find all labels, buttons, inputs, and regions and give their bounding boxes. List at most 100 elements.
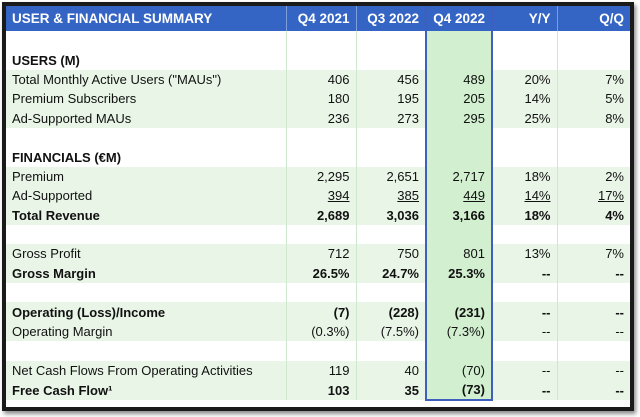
table-cell [557, 50, 630, 70]
table-cell: 2,717 [425, 166, 493, 187]
col-header-qoq: Q/Q [557, 6, 630, 31]
table-cell: 103 [286, 380, 357, 401]
table-cell: 2,689 [286, 205, 357, 225]
row-label: Total Revenue [6, 205, 287, 225]
table-cell: 5% [557, 89, 630, 109]
table-cell [356, 147, 427, 167]
table-cell: 801 [425, 244, 493, 264]
row-label: Premium Subscribers [6, 89, 287, 109]
col-header-q3-2022: Q3 2022 [356, 6, 427, 31]
table-cell: 8% [557, 108, 630, 128]
financial-summary-table: USER & FINANCIAL SUMMARY Q4 2021 Q3 2022… [6, 6, 630, 402]
table-cell: (0.3%) [286, 321, 357, 342]
table-cell: 205 [425, 89, 493, 109]
table-cell: 2,651 [356, 166, 427, 187]
table-cell: 195 [356, 89, 427, 109]
table-cell: 17% [557, 186, 630, 206]
row-label [6, 127, 287, 148]
table-cell: (73) [425, 380, 493, 402]
table-cell: -- [557, 380, 630, 401]
table-cell: -- [492, 302, 558, 322]
table-cell: (7.3%) [425, 321, 493, 342]
table-row: Ad-Supported MAUs 236 273 295 25% 8% [6, 108, 630, 128]
table-cell: 25.3% [425, 263, 493, 284]
table-cell: 236 [286, 108, 357, 128]
section-title: FINANCIALS (€M) [6, 147, 287, 167]
table-cell [492, 50, 558, 70]
table-cell [356, 31, 427, 51]
table-row: Premium Subscribers 180 195 205 14% 5% [6, 89, 630, 109]
table-cell: 180 [286, 89, 357, 109]
section-header-users: USERS (M) [6, 50, 630, 70]
table-row-free-cash-flow: Free Cash Flow¹ 103 35 (73) -- -- [6, 380, 630, 402]
col-header-q4-2022: Q4 2022 [425, 6, 493, 31]
row-label: Ad-Supported [6, 186, 287, 206]
row-label: Operating Margin [6, 321, 287, 342]
table-cell [425, 127, 493, 148]
table-title: USER & FINANCIAL SUMMARY [6, 6, 287, 31]
table-cell: -- [557, 360, 630, 381]
table-cell: 18% [492, 166, 558, 187]
table-cell: -- [557, 263, 630, 284]
section-title: USERS (M) [6, 50, 287, 70]
table-cell: 456 [356, 69, 427, 90]
table-cell: 25% [492, 108, 558, 128]
spacer-row [6, 224, 630, 245]
row-label: Gross Profit [6, 244, 287, 264]
table-cell [557, 127, 630, 148]
table-cell: 273 [356, 108, 427, 128]
table-cell: -- [492, 380, 558, 401]
table-cell: -- [492, 360, 558, 381]
table-cell [425, 31, 493, 51]
header-row: USER & FINANCIAL SUMMARY Q4 2021 Q3 2022… [6, 6, 630, 31]
table-cell [286, 283, 357, 303]
table-cell: 14% [492, 186, 558, 206]
table-cell [286, 341, 357, 361]
summary-frame: USER & FINANCIAL SUMMARY Q4 2021 Q3 2022… [2, 2, 634, 411]
table-cell [492, 31, 558, 51]
table-cell [356, 224, 427, 245]
table-cell: 712 [286, 244, 357, 264]
table-row: Ad-Supported 394 385 449 14% 17% [6, 186, 630, 206]
row-label: Net Cash Flows From Operating Activities [6, 360, 287, 381]
table-cell [557, 31, 630, 51]
table-cell [286, 127, 357, 148]
table-cell: 24.7% [356, 263, 427, 284]
table-cell [557, 224, 630, 245]
table-cell: 489 [425, 69, 493, 90]
table-cell [356, 283, 427, 303]
table-cell: -- [557, 321, 630, 342]
table-row-total-revenue: Total Revenue 2,689 3,036 3,166 18% 4% [6, 205, 630, 225]
section-header-financials: FINANCIALS (€M) [6, 147, 630, 167]
table-cell: -- [492, 263, 558, 284]
table-cell [425, 341, 493, 361]
table-cell: -- [492, 321, 558, 342]
table-cell: 3,036 [356, 205, 427, 225]
table-cell [492, 127, 558, 148]
row-label: Gross Margin [6, 263, 287, 284]
table-cell: 750 [356, 244, 427, 264]
table-cell: 35 [356, 380, 427, 401]
table-cell [492, 283, 558, 303]
table-row: Premium 2,295 2,651 2,717 18% 2% [6, 166, 630, 187]
table-row: Gross Profit 712 750 801 13% 7% [6, 244, 630, 264]
col-header-yoy: Y/Y [492, 6, 558, 31]
row-label [6, 224, 287, 245]
table-row: Operating Margin (0.3%) (7.5%) (7.3%) --… [6, 321, 630, 342]
table-cell [425, 147, 493, 167]
table-cell: 449 [425, 186, 493, 206]
table-cell: 13% [492, 244, 558, 264]
table-cell: 2% [557, 166, 630, 187]
spacer-row [6, 283, 630, 303]
table-row: Total Monthly Active Users ("MAUs") 406 … [6, 69, 630, 90]
table-cell [492, 341, 558, 361]
row-label [6, 341, 287, 361]
table-cell [557, 341, 630, 361]
spacer-row [6, 31, 630, 51]
table-cell [356, 127, 427, 148]
spacer-row [6, 127, 630, 148]
table-cell: (70) [425, 360, 493, 381]
table-cell: 18% [492, 205, 558, 225]
row-label [6, 31, 287, 51]
table-cell [557, 147, 630, 167]
